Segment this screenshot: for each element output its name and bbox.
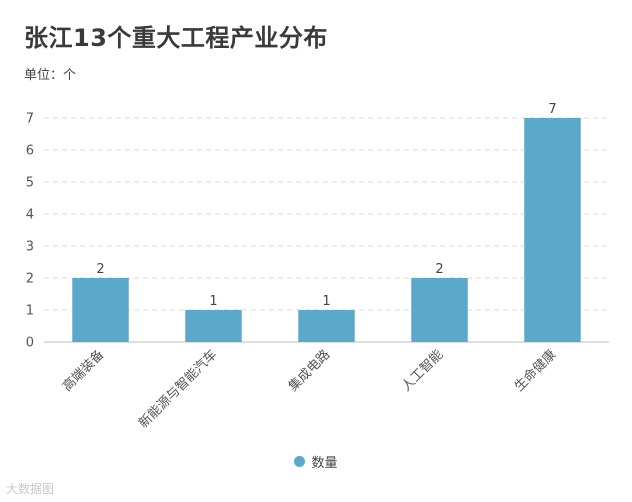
x-tick-label: 生命健康 [511,347,559,395]
data-label: 7 [548,102,556,117]
bar [411,278,468,342]
bar [298,310,355,342]
bar [185,310,242,342]
chart-subtitle: 单位：个 [24,68,77,83]
data-label: 2 [435,262,443,277]
x-tick-label: 高端装备 [59,347,107,395]
legend-marker-icon [294,456,306,467]
chart-title: 张江13个重大工程产业分布 [24,24,328,52]
legend[interactable]: 数量 [0,452,632,471]
y-tick-label: 6 [26,144,34,159]
legend-label: 数量 [311,456,338,471]
y-tick-label: 7 [26,112,34,127]
x-tick-label: 新能源与智能汽车 [135,347,220,432]
data-label: 2 [96,262,104,277]
data-label: 1 [209,294,217,309]
y-tick-label: 1 [26,304,34,319]
bar [524,118,581,342]
y-tick-label: 3 [26,240,34,255]
y-tick-label: 5 [26,176,34,191]
x-tick-label: 集成电路 [285,347,333,395]
watermark: 大数据图 [6,482,55,496]
y-tick-label: 0 [26,336,34,351]
data-label: 1 [322,294,330,309]
x-tick-label: 人工智能 [399,347,446,394]
y-tick-label: 4 [26,208,34,223]
bar [72,278,129,342]
y-tick-label: 2 [26,272,34,287]
